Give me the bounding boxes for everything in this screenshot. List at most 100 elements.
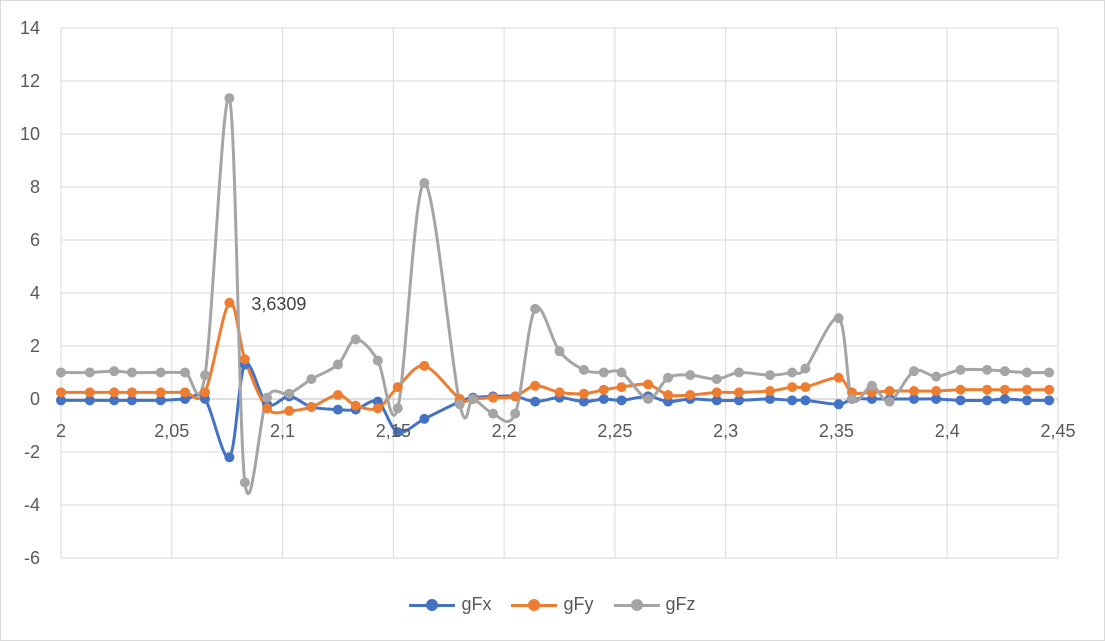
data-point-gfy (1044, 384, 1055, 395)
data-point-gfy (510, 391, 521, 402)
legend-label-gfz: gFz (665, 594, 696, 614)
data-point-gfz (306, 374, 317, 385)
legend-item-gfz: gFz (613, 594, 696, 615)
data-point-gfy (84, 387, 95, 398)
data-point-gfy (488, 392, 499, 403)
data-point-gfy (126, 387, 137, 398)
data-point-gfx (530, 396, 541, 407)
data-point-gfz (488, 408, 499, 419)
data-point-gfz (224, 93, 235, 104)
data-point-gfx (711, 395, 722, 406)
data-point-gfx (598, 394, 609, 404)
y-tick-label: -2 (24, 442, 40, 462)
gridlines (60, 27, 1059, 559)
y-tick-label: -4 (24, 495, 40, 515)
data-point-gfy (554, 387, 565, 398)
data-point-gfz (239, 477, 250, 488)
data-point-gfy (711, 387, 722, 398)
data-point-gfz (155, 367, 166, 378)
data-point-gfx (84, 395, 95, 406)
data-point-gfy (284, 405, 295, 416)
data-point-gfx (955, 395, 966, 406)
legend-swatch-gfx (409, 598, 456, 611)
data-point-gfx (109, 395, 120, 406)
data-point-gfz (56, 367, 66, 378)
data-point-gfx (733, 395, 744, 406)
data-point-gfx (1021, 395, 1032, 406)
data-point-gfy (908, 386, 919, 397)
y-tick-label: 2 (30, 336, 40, 356)
y-tick-label: -6 (24, 548, 40, 568)
legend-item-gfx: gFx (409, 594, 491, 615)
data-point-gfx (999, 394, 1010, 404)
data-point-gfy (733, 387, 744, 398)
data-point-gfz (833, 313, 844, 324)
data-point-gfy (800, 382, 811, 393)
data-point-gfy (931, 386, 942, 397)
x-tick-label: 2,35 (819, 421, 854, 441)
data-point-gfx (392, 427, 403, 438)
data-point-gfz (733, 367, 744, 378)
data-point-gfy (419, 360, 430, 371)
x-tick-label: 2,1 (270, 421, 295, 441)
y-tick-label: 8 (30, 177, 40, 197)
data-point-gfz (1044, 367, 1055, 378)
data-point-gfy (350, 400, 361, 411)
data-point-gfz (982, 364, 993, 375)
data-point-gfz (764, 370, 775, 381)
data-point-gfz (510, 408, 521, 419)
legend: gFx gFy gFz (1, 594, 1104, 615)
data-point-gfy (685, 390, 696, 401)
data-point-gfy (262, 403, 273, 414)
data-point-gfz (643, 394, 654, 404)
data-point-gfx (982, 395, 993, 406)
data-point-gfz (262, 392, 273, 403)
data-point-gfy (982, 384, 993, 395)
data-point-gfy (200, 387, 211, 398)
data-point-gfz (846, 394, 857, 404)
series-line-gfz (59, 96, 1051, 496)
y-tick-label: 4 (30, 283, 40, 303)
x-tick-label: 2,3 (713, 421, 738, 441)
data-point-gfy (109, 387, 120, 398)
x-tick-label: 2,15 (376, 421, 411, 441)
data-point-gfy (764, 386, 775, 397)
x-tick-label: 2,25 (597, 421, 632, 441)
annotations: 3,6309 (251, 294, 306, 314)
data-point-gfx (1044, 395, 1055, 406)
data-point-gfz (200, 370, 211, 381)
data-point-gfy (884, 386, 895, 397)
data-point-gfy (598, 384, 609, 395)
data-point-gfz (616, 367, 627, 378)
data-point-gfy (224, 297, 235, 308)
legend-label-gfy: gFy (563, 594, 594, 614)
data-point-gfz (468, 394, 479, 404)
data-point-gfx (931, 394, 942, 404)
data-point-gfz (598, 367, 609, 378)
legend-item-gfy: gFy (511, 594, 594, 615)
y-tick-label: 14 (20, 18, 40, 38)
data-point-gfy (999, 384, 1010, 395)
data-point-gfx (787, 395, 798, 406)
data-point-gfy (56, 387, 66, 398)
data-point-gfz (350, 334, 361, 345)
data-point-gfy (372, 403, 383, 414)
data-point-gfz (372, 355, 383, 366)
data-point-gfz (866, 380, 877, 391)
data-point-gfy (833, 372, 844, 383)
data-point-gfx (419, 413, 430, 424)
data-point-gfz (109, 366, 120, 377)
data-point-gfy (332, 390, 343, 401)
series-lines (59, 96, 1051, 496)
data-point-gfy (392, 382, 403, 393)
data-point-gfy (239, 354, 250, 365)
data-point-gfy (530, 380, 541, 391)
legend-swatch-gfz (613, 598, 660, 611)
data-label: 3,6309 (251, 294, 306, 314)
data-point-gfx (833, 399, 844, 410)
data-point-gfz (685, 370, 696, 381)
x-tick-label: 2 (56, 421, 66, 441)
data-point-gfx (224, 452, 235, 463)
data-point-gfz (955, 364, 966, 375)
